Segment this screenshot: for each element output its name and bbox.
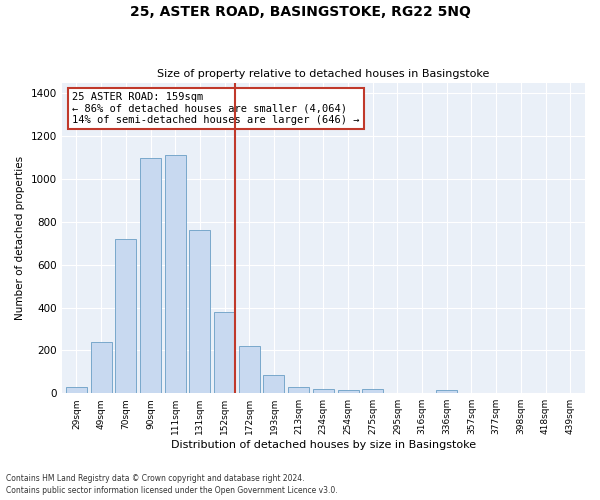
Bar <box>115 239 136 393</box>
X-axis label: Distribution of detached houses by size in Basingstoke: Distribution of detached houses by size … <box>171 440 476 450</box>
Text: 25 ASTER ROAD: 159sqm
← 86% of detached houses are smaller (4,064)
14% of semi-d: 25 ASTER ROAD: 159sqm ← 86% of detached … <box>72 92 359 125</box>
Text: 25, ASTER ROAD, BASINGSTOKE, RG22 5NQ: 25, ASTER ROAD, BASINGSTOKE, RG22 5NQ <box>130 5 470 19</box>
Bar <box>214 312 235 393</box>
Bar <box>338 390 359 393</box>
Bar <box>190 230 211 393</box>
Bar <box>263 375 284 393</box>
Bar <box>313 389 334 393</box>
Bar <box>66 387 87 393</box>
Title: Size of property relative to detached houses in Basingstoke: Size of property relative to detached ho… <box>157 69 490 79</box>
Bar <box>239 346 260 393</box>
Bar <box>91 342 112 393</box>
Bar <box>140 158 161 393</box>
Bar <box>288 387 309 393</box>
Text: Contains HM Land Registry data © Crown copyright and database right 2024.
Contai: Contains HM Land Registry data © Crown c… <box>6 474 338 495</box>
Bar <box>362 389 383 393</box>
Bar <box>165 156 186 393</box>
Y-axis label: Number of detached properties: Number of detached properties <box>15 156 25 320</box>
Bar <box>436 390 457 393</box>
